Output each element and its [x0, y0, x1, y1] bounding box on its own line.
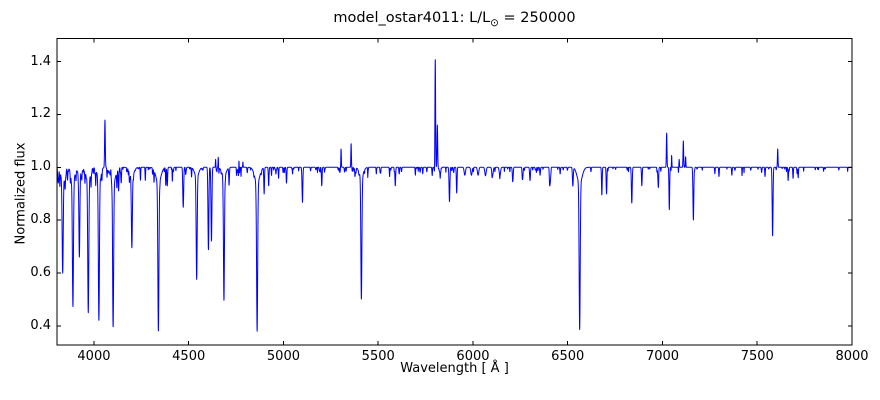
y-tick-label: 0.6	[30, 265, 51, 281]
y-tick-label: 1.2	[30, 106, 51, 122]
x-tick-label: 6500	[551, 349, 585, 364]
y-tick-label: 1.4	[30, 53, 51, 69]
y-axis-label: Normalized flux	[13, 142, 29, 245]
x-tick-label: 5000	[266, 349, 300, 364]
y-tick-label: 0.4	[30, 317, 51, 333]
x-tick-label: 6000	[456, 349, 490, 364]
x-tick-label: 5500	[361, 349, 395, 364]
chart-title-text: model_ostar4011: L/L	[333, 10, 491, 26]
chart-title-value: = 250000	[498, 10, 576, 26]
x-tick-label: 7500	[740, 349, 774, 364]
spectrum-line	[56, 59, 853, 332]
plot-frame	[56, 38, 853, 346]
chart-title: model_ostar4011: L/L⊙ = 250000	[57, 10, 852, 29]
x-axis-label: Wavelength [ Å ]	[400, 361, 509, 376]
x-tick-label: 4500	[172, 349, 206, 364]
x-tick-label: 8000	[835, 349, 869, 364]
y-tick-label: 0.8	[30, 212, 51, 228]
x-tick-label: 7000	[645, 349, 680, 364]
solar-symbol: ⊙	[490, 16, 499, 29]
axis-ticks	[57, 38, 853, 345]
x-tick-label: 4000	[77, 349, 111, 364]
y-tick-label: 1.0	[30, 159, 51, 175]
